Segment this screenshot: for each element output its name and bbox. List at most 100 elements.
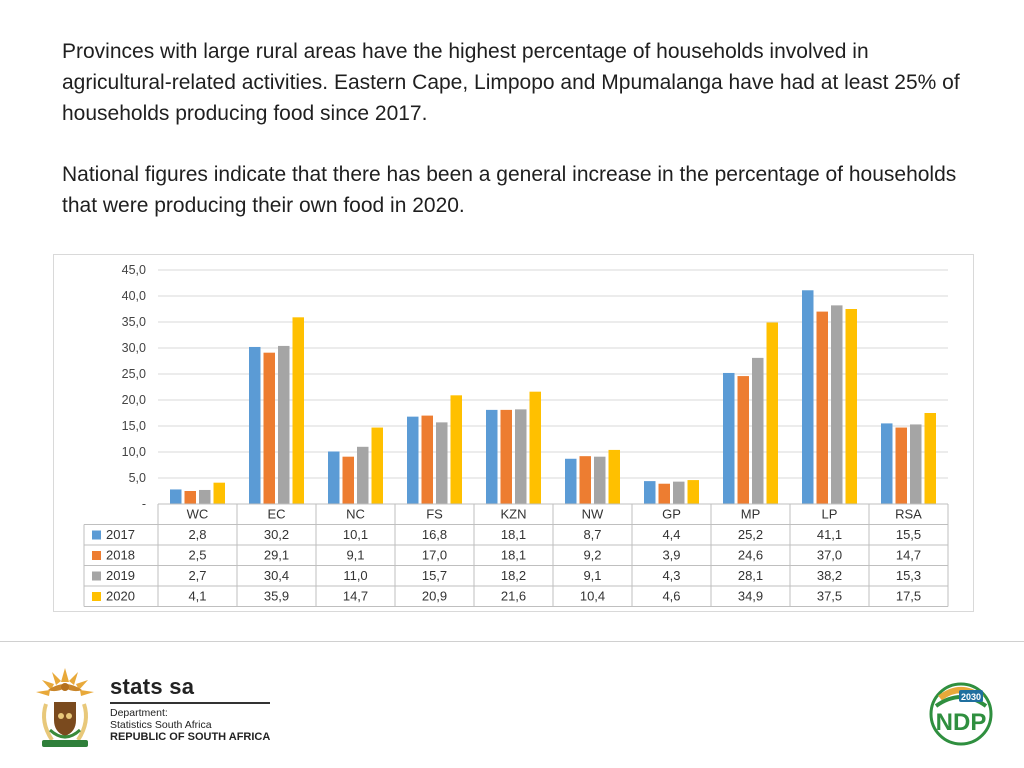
data-label: 17,0: [422, 548, 447, 563]
data-label: 30,2: [264, 527, 289, 542]
data-label: 2,5: [188, 548, 206, 563]
data-label: 21,6: [501, 589, 526, 604]
category-label: NC: [346, 507, 365, 522]
bar: [910, 424, 922, 504]
data-label: 29,1: [264, 548, 289, 563]
data-label: 4,1: [188, 589, 206, 604]
bar: [565, 458, 577, 504]
bar: [644, 481, 656, 504]
data-label: 18,1: [501, 527, 526, 542]
data-label: 38,2: [817, 568, 842, 583]
bar: [199, 489, 211, 504]
data-label: 2,8: [188, 527, 206, 542]
bar: [342, 456, 354, 504]
bar: [278, 345, 290, 504]
data-label: 30,4: [264, 568, 289, 583]
bar: [263, 352, 275, 504]
legend-swatch: [92, 571, 101, 581]
category-label: RSA: [895, 507, 922, 522]
bar: [608, 449, 620, 504]
legend-swatch: [92, 551, 101, 560]
category-label: KZN: [501, 507, 527, 522]
national-paragraph: National figures indicate that there has…: [62, 163, 957, 217]
data-label: 4,3: [662, 568, 680, 583]
data-label: 14,7: [896, 548, 921, 563]
data-label: 15,5: [896, 527, 921, 542]
bar: [737, 376, 749, 504]
y-tick-label: 5,0: [129, 471, 146, 485]
data-label: 10,1: [343, 527, 368, 542]
data-label: 9,1: [346, 548, 364, 563]
data-label: 9,2: [583, 548, 601, 563]
bar: [515, 409, 527, 504]
ndp-year: 2030: [961, 692, 981, 702]
footer-divider: [0, 641, 1024, 642]
bar: [924, 413, 936, 504]
category-label: FS: [426, 507, 443, 522]
bar: [831, 305, 843, 504]
bar: [184, 491, 196, 504]
bar: [450, 395, 462, 504]
bar: [752, 357, 764, 504]
bar: [594, 456, 606, 504]
bar: [529, 391, 541, 504]
bar: [249, 346, 261, 504]
data-label: 35,9: [264, 589, 289, 604]
ndp-logo: 2030 NDP: [926, 680, 996, 746]
y-tick-label: 35,0: [122, 315, 146, 329]
department-name: Statistics South Africa: [110, 719, 212, 731]
bar: [881, 423, 893, 504]
chart-frame: - 5,0 10,0 15,0 20,0 25,0 30,0 35,0 40,0 45,0 WC EC…: [53, 254, 974, 612]
bar: [766, 322, 778, 504]
data-label: 37,0: [817, 548, 842, 563]
data-label: 14,7: [343, 589, 368, 604]
data-label: 16,8: [422, 527, 447, 542]
data-label: 24,6: [738, 548, 763, 563]
brand-rule: [110, 702, 270, 704]
data-label: 34,9: [738, 589, 763, 604]
category-label: MP: [741, 507, 761, 522]
bar: [895, 427, 907, 504]
data-label: 20,9: [422, 589, 447, 604]
bar: [845, 309, 857, 504]
country-name: REPUBLIC OF SOUTH AFRICA: [110, 731, 271, 743]
data-label: 15,7: [422, 568, 447, 583]
category-label: EC: [267, 507, 285, 522]
bar: [170, 489, 182, 504]
bar: [436, 422, 448, 504]
bar: [357, 446, 369, 504]
data-label: 3,9: [662, 548, 680, 563]
y-tick-label: 20,0: [122, 393, 146, 407]
category-label: GP: [662, 507, 681, 522]
bar: [579, 456, 591, 504]
legend-label: 2019: [106, 568, 135, 583]
department-label: Department:: [110, 707, 168, 719]
bar: [407, 416, 419, 504]
data-label: 41,1: [817, 527, 842, 542]
legend-label: 2018: [106, 548, 135, 563]
data-label: 4,6: [662, 589, 680, 604]
data-label: 15,3: [896, 568, 921, 583]
data-label: 17,5: [896, 589, 921, 604]
data-label: 2,7: [188, 568, 206, 583]
y-tick-label: 15,0: [122, 419, 146, 433]
data-label: 37,5: [817, 589, 842, 604]
category-label: WC: [187, 507, 209, 522]
stats-sa-logo: stats sa Department: Statistics South Af…: [30, 660, 290, 755]
bar: [213, 482, 225, 504]
y-tick-label: 45,0: [122, 263, 146, 277]
ndp-2030-icon: 2030 NDP: [929, 682, 993, 746]
bar: [723, 372, 735, 504]
data-label: 28,1: [738, 568, 763, 583]
bar: [500, 409, 512, 504]
household-food-production-chart: - 5,0 10,0 15,0 20,0 25,0 30,0 35,0 40,0 45,0 WC EC…: [83, 263, 949, 607]
category-label: LP: [822, 507, 838, 522]
y-tick-label: -: [142, 497, 146, 511]
legend-swatch: [92, 530, 101, 540]
y-tick-label: 40,0: [122, 289, 146, 303]
data-label: 25,2: [738, 527, 763, 542]
data-label: 4,4: [662, 527, 680, 542]
bar: [371, 427, 383, 504]
coat-of-arms-icon: [36, 668, 94, 747]
ndp-text: NDP: [936, 709, 987, 736]
